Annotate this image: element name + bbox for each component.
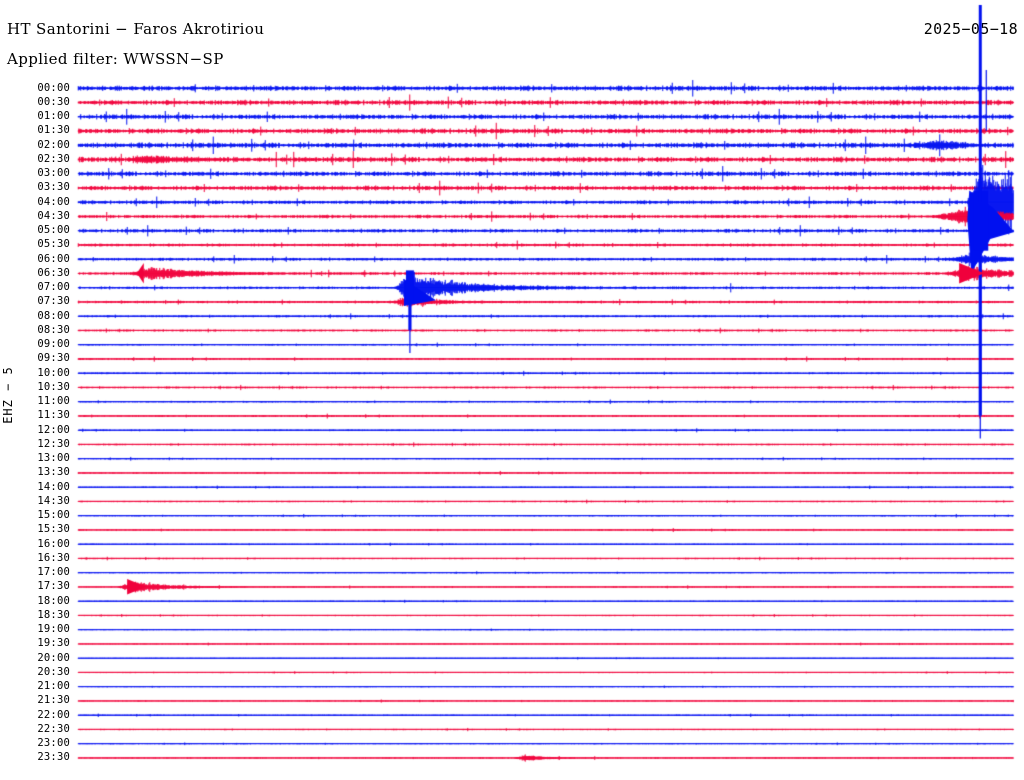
helicorder-page: HT Santorini − Faros Akrotiriou Applied …: [0, 0, 1024, 780]
seismogram-trace-canvas: [0, 0, 1024, 780]
